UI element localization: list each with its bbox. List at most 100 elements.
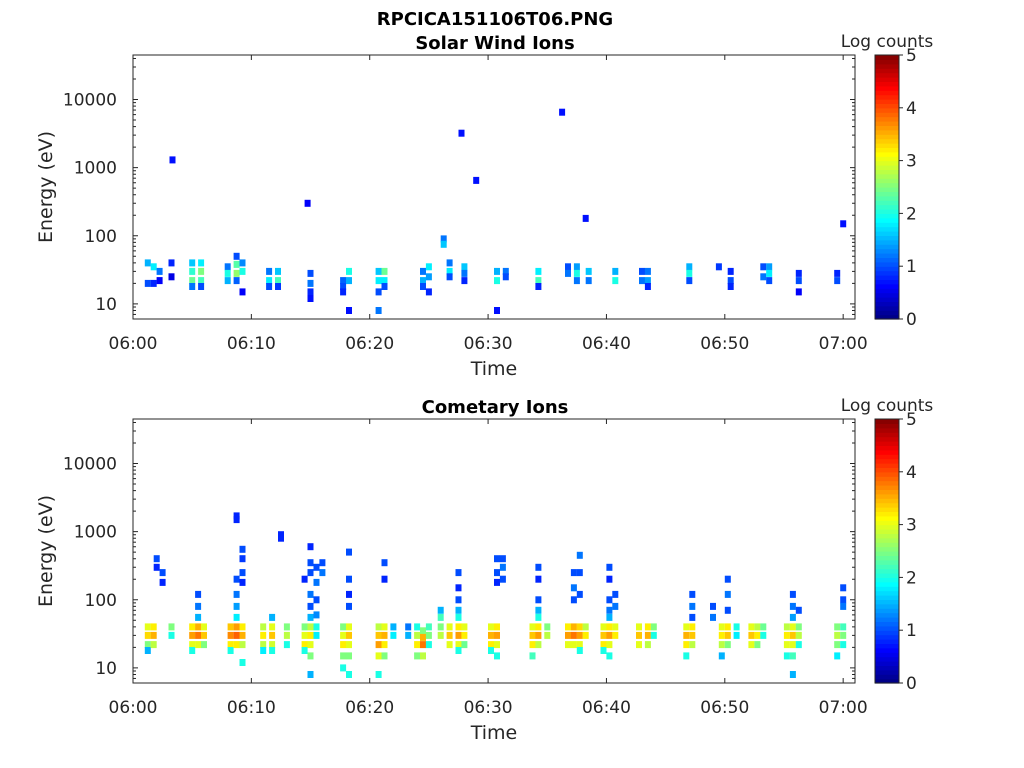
- cometary-cell: [636, 623, 642, 631]
- cometary-cell: [189, 647, 196, 654]
- solar-wind-cell: [224, 269, 231, 277]
- cometary-cell: [239, 545, 246, 553]
- cometary-cell: [239, 631, 246, 639]
- solar-wind-cell: [573, 269, 580, 277]
- cometary-cell: [313, 631, 320, 639]
- solar-wind-colorbar-band: [875, 297, 899, 302]
- cometary-cell: [201, 623, 207, 631]
- solar-wind-cell: [233, 269, 240, 277]
- cometary-xlabel: Time: [470, 722, 518, 744]
- solar-wind-colorbar-band: [875, 112, 899, 118]
- solar-wind-cell: [307, 269, 314, 277]
- cometary-cell: [313, 563, 320, 571]
- cometary-cell: [570, 584, 577, 592]
- cometary-xtick-label: 06:40: [582, 698, 631, 718]
- solar-wind-ylabel: Energy (eV): [35, 131, 57, 243]
- cometary-cell: [461, 631, 468, 639]
- cometary-cell: [606, 631, 613, 639]
- solar-wind-cell: [535, 283, 542, 290]
- cometary-colorbar-band: [875, 581, 899, 587]
- solar-wind-cell: [446, 259, 453, 267]
- cometary-cell: [153, 555, 160, 563]
- cometary-xtick-label: 06:30: [464, 698, 513, 718]
- cometary-cell: [644, 623, 651, 631]
- cometary-cell: [488, 623, 494, 631]
- cometary-colorbar-band: [875, 674, 899, 680]
- cometary-colorbar-band: [875, 546, 899, 552]
- cometary-cell: [233, 613, 240, 621]
- cometary-cell: [233, 641, 240, 649]
- cometary-cell: [789, 652, 796, 660]
- cometary-colorbar-band: [875, 586, 899, 592]
- solar-wind-cell: [420, 277, 426, 285]
- cometary-cell: [437, 606, 444, 614]
- cometary-cell: [612, 631, 619, 639]
- solar-wind-cell: [446, 273, 453, 281]
- solar-wind-cell: [156, 267, 163, 275]
- solar-wind-panel: Solar Wind Ions 06:00 06:10 06:20 06:30 06:4…: [35, 32, 933, 380]
- cometary-cell: [461, 641, 468, 649]
- cometary-colorbar-band: [875, 643, 899, 649]
- cometary-colorbar-band: [875, 445, 899, 451]
- cometary-colorbar-band: [875, 515, 899, 521]
- cometary-cell: [437, 623, 444, 631]
- cometary-cell: [789, 613, 796, 621]
- solar-wind-cell: [440, 240, 447, 248]
- solar-wind-xtick-label: 06:10: [227, 334, 276, 354]
- cometary-cell: [606, 641, 613, 649]
- cometary-cell: [499, 575, 506, 583]
- cometary-cell: [437, 631, 444, 639]
- cometary-cell: [612, 590, 619, 598]
- cometary-cell: [570, 596, 577, 604]
- cometary-cell: [789, 641, 796, 649]
- cometary-cell: [600, 631, 607, 639]
- cometary-colorbar-band: [875, 529, 899, 534]
- cometary-cell: [789, 671, 796, 678]
- solar-wind-spectrogram: [144, 108, 847, 314]
- cometary-cell: [576, 569, 583, 577]
- solar-wind-cell: [425, 273, 432, 281]
- cometary-cell: [201, 631, 207, 639]
- cometary-cell: [375, 671, 382, 678]
- cometary-cell: [565, 623, 571, 631]
- cometary-cell: [718, 652, 725, 660]
- solar-wind-cell: [304, 199, 311, 207]
- cometary-colorbar-band: [875, 507, 899, 512]
- cometary-cell: [340, 652, 347, 660]
- solar-wind-cell: [346, 267, 352, 275]
- solar-wind-cell: [198, 283, 205, 290]
- solar-wind-colorbar-band: [875, 138, 899, 144]
- solar-wind-xtick-label: 06:20: [345, 334, 394, 354]
- solar-wind-colorbar-band: [875, 125, 899, 131]
- cometary-cell: [346, 548, 352, 556]
- solar-wind-cell: [559, 108, 566, 116]
- solar-wind-colorbar-tick-label: 2: [906, 204, 917, 224]
- cometary-cell: [783, 652, 790, 660]
- cometary-cell: [375, 631, 382, 639]
- cometary-colorbar-band: [875, 612, 899, 618]
- solar-wind-colorbar-tick-label: 4: [906, 99, 917, 119]
- cometary-cell: [301, 575, 308, 583]
- cometary-colorbar-band: [875, 599, 899, 605]
- cometary-cell: [636, 641, 642, 649]
- solar-wind-cell: [168, 259, 175, 267]
- solar-wind-colorbar-band: [875, 169, 899, 175]
- solar-wind-cell: [425, 288, 432, 296]
- cometary-cell: [307, 641, 314, 649]
- cometary-colorbar-band: [875, 463, 899, 468]
- solar-wind-cell: [266, 283, 273, 290]
- solar-wind-cell: [375, 307, 382, 314]
- cometary-cell: [319, 559, 326, 567]
- solar-wind-colorbar-band: [875, 305, 899, 311]
- cometary-cell: [606, 596, 613, 604]
- solar-wind-cell: [644, 283, 651, 290]
- cometary-cell: [283, 623, 290, 631]
- cometary-cell: [606, 613, 613, 621]
- solar-wind-colorbar-band: [875, 77, 899, 82]
- solar-wind-cell: [340, 288, 347, 296]
- solar-wind-cell: [502, 273, 509, 281]
- cometary-colorbar-band: [875, 498, 899, 504]
- solar-wind-colorbar-band: [875, 217, 899, 223]
- cometary-cell: [195, 631, 202, 639]
- cometary-cell: [239, 578, 246, 586]
